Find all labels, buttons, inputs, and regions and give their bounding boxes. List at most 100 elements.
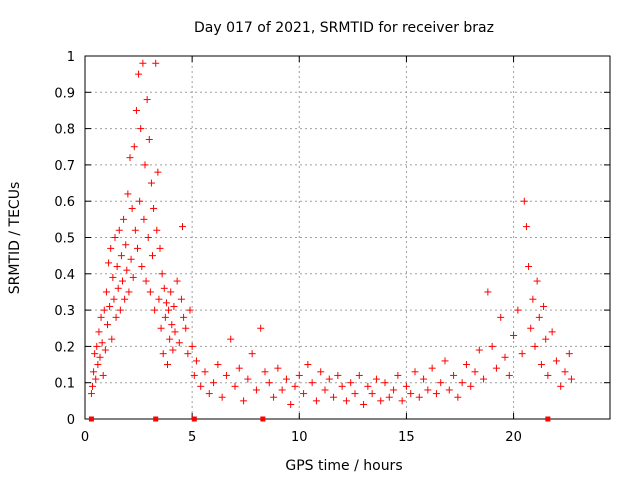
data-point [472, 368, 479, 375]
data-point [532, 343, 539, 350]
data-point [493, 365, 500, 372]
data-point [390, 386, 397, 393]
data-point [135, 71, 142, 78]
data-point [544, 372, 551, 379]
data-point [424, 386, 431, 393]
data-point [279, 386, 286, 393]
data-point [106, 303, 113, 310]
data-point [433, 390, 440, 397]
data-point [369, 390, 376, 397]
data-point [300, 390, 307, 397]
data-point [489, 343, 496, 350]
data-point [178, 296, 185, 303]
x-tick-label: 5 [188, 430, 196, 445]
y-tick-label: 0.9 [54, 86, 75, 101]
data-point [262, 368, 269, 375]
data-point [223, 372, 230, 379]
data-point [386, 394, 393, 401]
data-point [236, 365, 243, 372]
data-point [101, 307, 108, 314]
y-tick-label: 0.8 [54, 123, 75, 138]
data-point [480, 376, 487, 383]
data-point [114, 263, 121, 270]
data-point [557, 383, 564, 390]
baseline-marker [260, 417, 265, 422]
data-point [527, 325, 534, 332]
data-point [534, 278, 541, 285]
data-point [253, 386, 260, 393]
x-axis-label: GPS time / hours [285, 458, 402, 474]
data-point [562, 368, 569, 375]
data-point [150, 205, 157, 212]
data-point [122, 241, 129, 248]
data-point [137, 125, 144, 132]
chart-figure: Day 017 of 2021, SRMTID for receiver bra… [0, 0, 640, 480]
data-point [322, 386, 329, 393]
data-point [529, 296, 536, 303]
data-point [454, 394, 461, 401]
data-point [95, 328, 102, 335]
data-point [446, 386, 453, 393]
data-point [124, 190, 131, 197]
y-tick-label: 0.5 [54, 232, 75, 247]
data-point [214, 361, 221, 368]
data-point [115, 285, 122, 292]
data-point [159, 270, 166, 277]
data-point [151, 307, 158, 314]
data-point [189, 343, 196, 350]
data-point [193, 357, 200, 364]
data-point [142, 161, 149, 168]
data-point [172, 328, 179, 335]
data-point [313, 397, 320, 404]
data-point [136, 198, 143, 205]
data-point [538, 361, 545, 368]
baseline-marker [153, 417, 158, 422]
y-tick-label: 0.6 [54, 195, 75, 210]
data-point [536, 314, 543, 321]
data-point [450, 372, 457, 379]
data-point [157, 245, 164, 252]
y-tick-label: 0.3 [54, 304, 75, 319]
baseline-marker [545, 417, 550, 422]
x-tick-label: 10 [291, 430, 308, 445]
data-point [155, 296, 162, 303]
data-point [90, 368, 97, 375]
data-point [339, 383, 346, 390]
data-point [180, 314, 187, 321]
data-point [519, 350, 526, 357]
data-point [206, 390, 213, 397]
data-point [382, 379, 389, 386]
data-point [140, 216, 147, 223]
y-tick-label: 1 [67, 50, 75, 65]
data-point [568, 376, 575, 383]
data-point [232, 383, 239, 390]
data-point [162, 314, 169, 321]
data-point [143, 278, 150, 285]
data-point [118, 252, 125, 259]
data-point [317, 368, 324, 375]
data-point [540, 303, 547, 310]
data-point [138, 263, 145, 270]
data-point [360, 401, 367, 408]
data-point [244, 376, 251, 383]
data-point [249, 350, 256, 357]
data-point [105, 259, 112, 266]
data-point [542, 336, 549, 343]
data-point [119, 278, 126, 285]
data-point [109, 274, 116, 281]
data-point [210, 379, 217, 386]
data-point [92, 376, 99, 383]
data-point [98, 314, 105, 321]
data-point [274, 365, 281, 372]
data-point [304, 361, 311, 368]
data-point [287, 401, 294, 408]
data-point [176, 339, 183, 346]
data-point [525, 263, 532, 270]
data-point [184, 350, 191, 357]
data-point [117, 307, 124, 314]
data-point [514, 307, 521, 314]
data-point [152, 60, 159, 67]
data-point [521, 198, 528, 205]
data-point [219, 394, 226, 401]
data-point [416, 394, 423, 401]
